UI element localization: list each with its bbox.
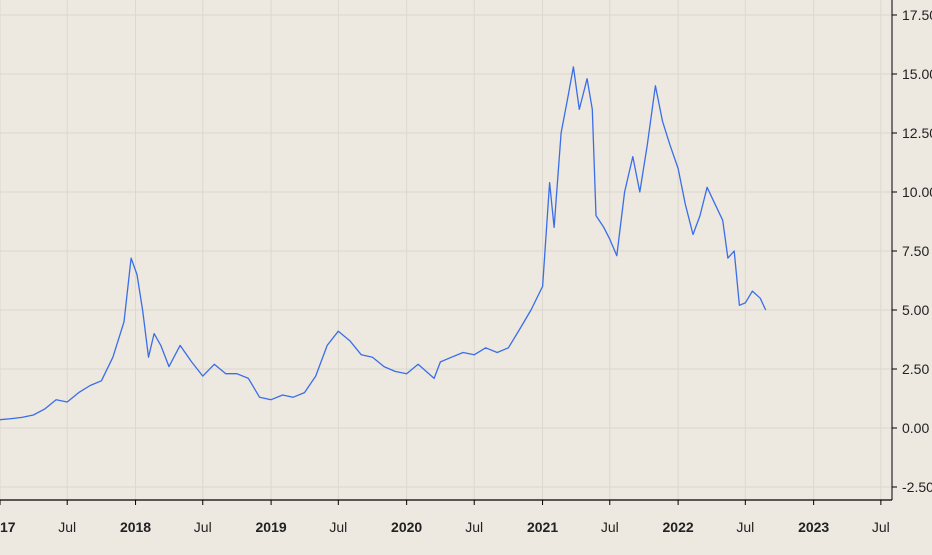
y-tick-label: 15.00: [902, 66, 932, 82]
x-tick-label: Jul: [601, 519, 619, 535]
x-tick-label: Jul: [872, 519, 890, 535]
x-tick-label: 2023: [798, 519, 829, 535]
y-tick-label: -2.50: [902, 479, 932, 495]
grid-lines: [0, 0, 892, 500]
x-tick-label: 2019: [256, 519, 287, 535]
series-line-group: [0, 66, 767, 421]
x-tick-label: 2022: [663, 519, 694, 535]
x-tick-label: Jul: [194, 519, 212, 535]
x-tick-label: 2021: [527, 519, 558, 535]
y-tick-label: 5.00: [902, 302, 929, 318]
y-axis-ticks: -2.50 0.00 2.50 5.00 7.50 10.00 12.50 15.00 17.5…: [892, 7, 932, 495]
x-tick-label: 2018: [120, 519, 151, 535]
x-tick-label: Jul: [329, 519, 347, 535]
y-tick-label: 10.00: [902, 184, 932, 200]
y-tick-label: 17.50: [902, 7, 932, 23]
x-tick-label: Jul: [465, 519, 483, 535]
series-line: [0, 66, 767, 421]
y-tick-label: 0.00: [902, 420, 929, 436]
y-tick-label: 12.50: [902, 125, 932, 141]
x-tick-label: 2017: [0, 519, 16, 535]
x-tick-label: Jul: [736, 519, 754, 535]
x-axis-ticks: 2017 Jul 2018 Jul 2019 Jul 2020 Jul 2021 Jul 2022 J…: [0, 500, 890, 535]
y-tick-label: 7.50: [902, 243, 929, 259]
x-tick-label: Jul: [58, 519, 76, 535]
y-tick-label: 2.50: [902, 361, 929, 377]
x-tick-label: 2020: [391, 519, 422, 535]
